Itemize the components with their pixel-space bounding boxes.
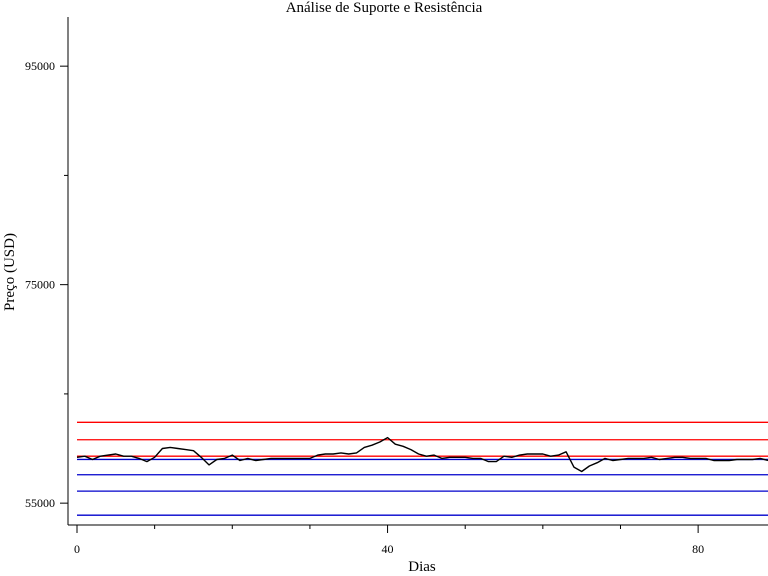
chart-title: Análise de Suporte e Resistência [286, 0, 483, 16]
y-tick-label: 95000 [25, 59, 55, 73]
x-tick-label: 80 [692, 542, 704, 556]
price-line-1 [76, 436, 768, 473]
y-tick-label: 55000 [25, 496, 55, 510]
y-axis-label: Preço (USD) [2, 233, 18, 311]
x-tick-label: 0 [74, 542, 80, 556]
x-tick-label: 40 [382, 542, 394, 556]
price-series [76, 436, 768, 473]
level-lines [77, 421, 768, 516]
y-tick-label: 75000 [25, 278, 55, 292]
x-axis-label: Dias [408, 559, 436, 575]
x-axis-ticks: 0 40 80 [74, 525, 704, 556]
y-axis-ticks: 55000 75000 95000 [25, 59, 68, 510]
